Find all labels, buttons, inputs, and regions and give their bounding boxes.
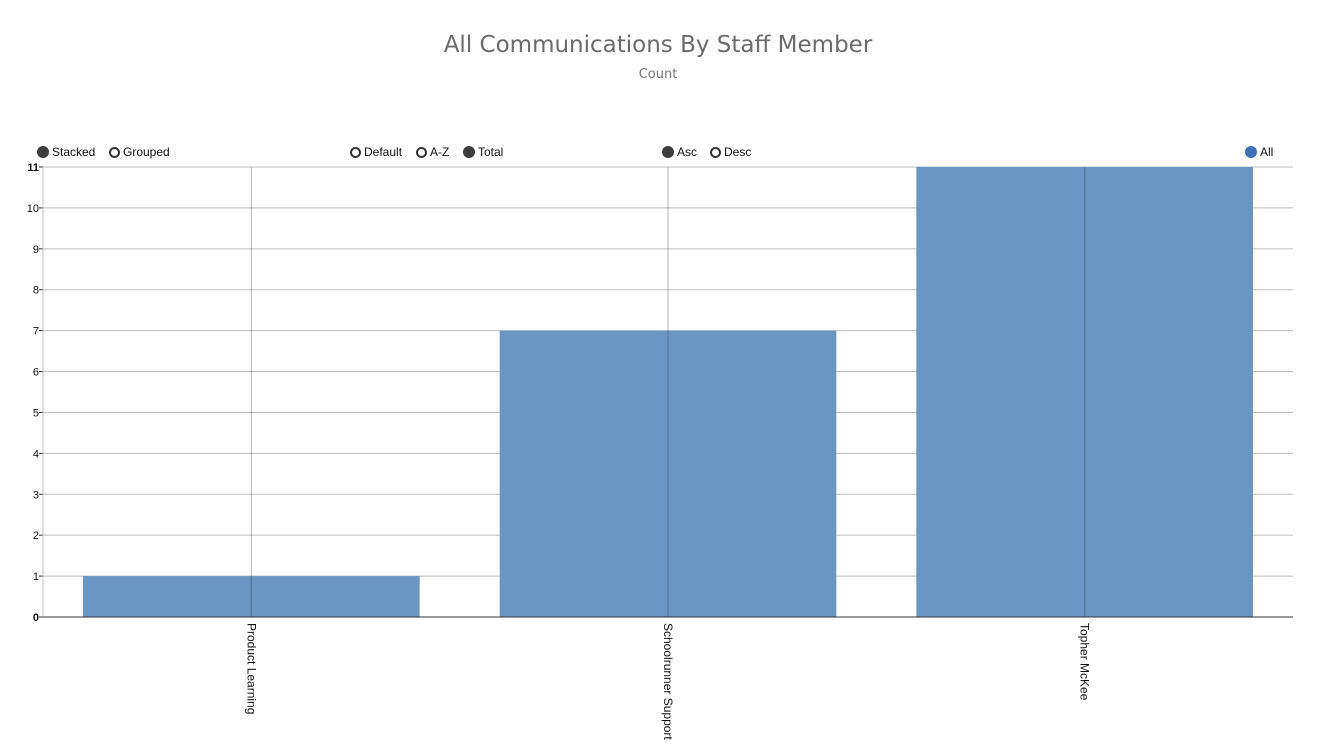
chart-title: All Communications By Staff Member bbox=[443, 32, 873, 58]
radio-selected-icon bbox=[37, 146, 49, 158]
radio-selected-icon bbox=[662, 146, 674, 158]
y-tick-label: 1 bbox=[33, 571, 39, 583]
grouped-radio[interactable]: Grouped bbox=[109, 145, 170, 159]
bar bbox=[916, 167, 1253, 617]
legend-item-all[interactable]: All bbox=[1245, 145, 1273, 159]
radio-unselected-icon bbox=[416, 146, 427, 158]
legend-label-all: All bbox=[1260, 145, 1274, 159]
sort-az-radio[interactable]: A-Z bbox=[416, 145, 449, 159]
order-asc-radio[interactable]: Asc bbox=[662, 145, 697, 159]
order-desc-radio[interactable]: Desc bbox=[710, 145, 751, 159]
sort-total-radio[interactable]: Total bbox=[463, 145, 503, 159]
y-tick-label: 3 bbox=[33, 489, 39, 501]
sort-default-radio[interactable]: Default bbox=[350, 145, 402, 159]
x-tick-label: Product Learning bbox=[244, 623, 258, 714]
radio-selected-icon bbox=[463, 146, 475, 158]
y-tick-label: 4 bbox=[33, 448, 39, 460]
stacked-radio[interactable]: Stacked bbox=[37, 145, 95, 159]
y-tick-label: 9 bbox=[33, 244, 39, 256]
y-tick-label: 5 bbox=[33, 407, 39, 419]
y-tick-label: 0 bbox=[33, 612, 39, 624]
order-asc-label: Asc bbox=[677, 145, 698, 159]
y-tick-label: 6 bbox=[33, 367, 39, 379]
sort-total-label: Total bbox=[478, 145, 504, 159]
y-tick-label: 7 bbox=[33, 326, 39, 338]
x-tick-label: Schoolrunner Support bbox=[661, 623, 675, 740]
radio-unselected-icon bbox=[350, 146, 361, 158]
sort-default-label: Default bbox=[364, 145, 403, 159]
bar bbox=[83, 576, 420, 617]
y-tick-label: 11 bbox=[27, 162, 39, 174]
radio-unselected-icon bbox=[710, 146, 721, 158]
y-tick-label: 8 bbox=[33, 285, 39, 297]
bar bbox=[499, 330, 837, 617]
chart-subtitle: Count bbox=[638, 67, 678, 82]
stacked-label: Stacked bbox=[52, 145, 96, 159]
legend-swatch-icon bbox=[1245, 146, 1257, 158]
x-tick-label: Topher McKee bbox=[1078, 623, 1092, 701]
sort-az-label: A-Z bbox=[430, 145, 450, 159]
y-tick-label: 10 bbox=[27, 203, 39, 215]
order-desc-label: Desc bbox=[724, 145, 752, 159]
grouped-label: Grouped bbox=[123, 145, 170, 159]
radio-unselected-icon bbox=[109, 146, 120, 158]
y-tick-label: 2 bbox=[33, 530, 39, 542]
